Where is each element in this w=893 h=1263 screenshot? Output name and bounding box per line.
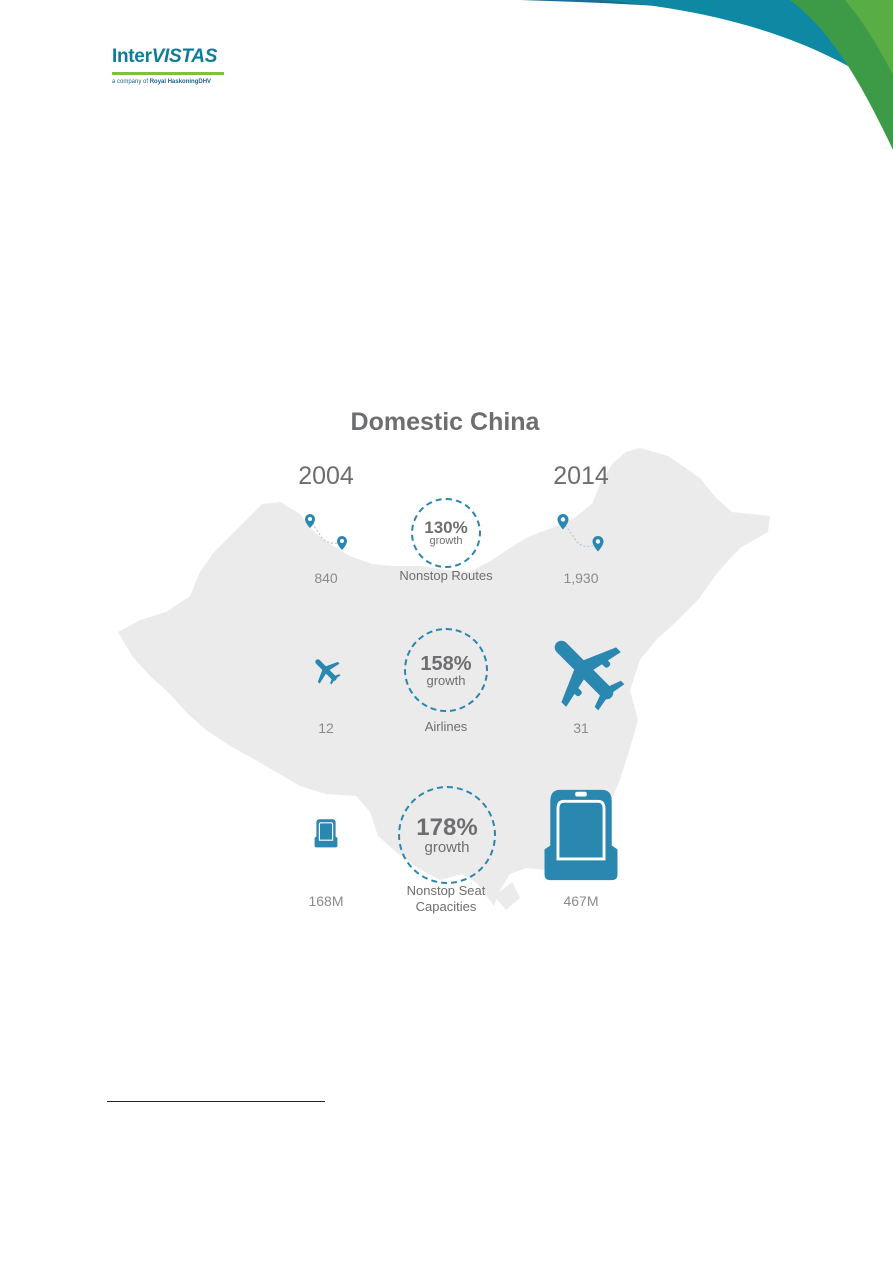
- logo-tagline: a company of Royal HaskoningDHV: [112, 79, 212, 85]
- airlines-2014-value: 31: [573, 720, 589, 736]
- year-2004-label: 2004: [298, 462, 354, 490]
- routes-2004-value: 840: [314, 570, 338, 586]
- airplane-icon-large: [554, 640, 625, 711]
- footnote-separator: [107, 1101, 325, 1102]
- route-pins-icon-small: [305, 514, 347, 550]
- route-pins-icon-large: [557, 514, 604, 552]
- intervistas-logo: InterVISTAS a company of Royal Haskoning…: [112, 46, 252, 96]
- routes-2014-value: 1,930: [563, 570, 599, 586]
- airlines-label: Airlines: [424, 719, 468, 734]
- routes-growth-circle: 130% growth: [411, 498, 481, 568]
- header-swoosh-graphic: [520, 0, 893, 150]
- seats-2014-value: 467M: [563, 893, 599, 909]
- year-2014-label: 2014: [553, 462, 609, 490]
- seats-growth-circle: 178% growth: [398, 786, 496, 884]
- infographic-title: Domestic China: [350, 408, 540, 436]
- logo-wordmark: InterVISTAS: [112, 46, 218, 67]
- seat-icon-small: [314, 819, 338, 848]
- seats-2004-value: 168M: [308, 893, 344, 909]
- logo-underline: [112, 72, 224, 75]
- airplane-icon-small: [315, 659, 341, 685]
- airlines-growth-circle: 158% growth: [404, 628, 488, 712]
- airlines-2004-value: 12: [318, 720, 334, 736]
- seat-icon-large: [544, 789, 618, 881]
- routes-label: Nonstop Routes: [399, 568, 493, 583]
- seats-label: Nonstop Seat Capacities: [406, 883, 486, 914]
